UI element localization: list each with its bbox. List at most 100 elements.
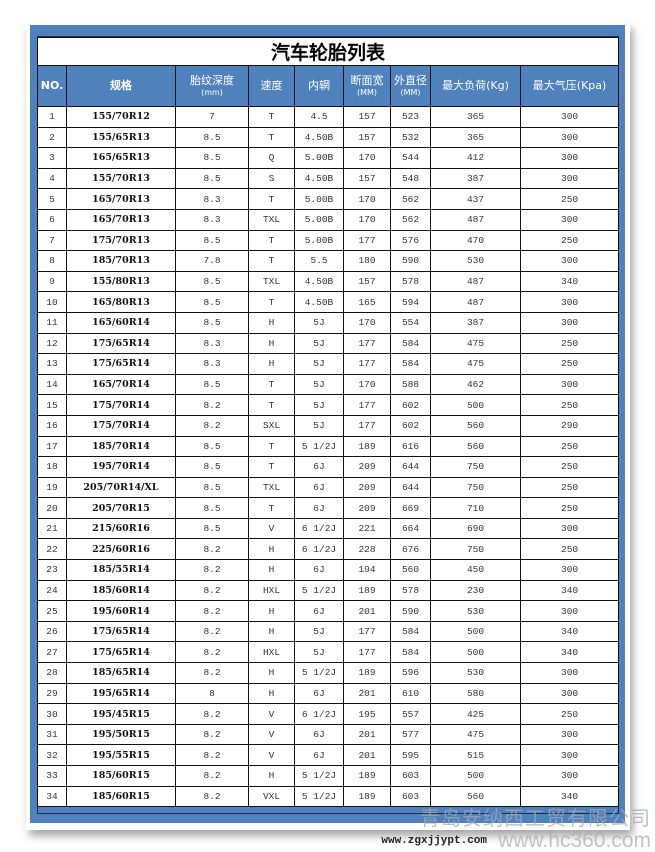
cell-max-load: 365: [430, 126, 521, 149]
table-row: 24 185/60R14 8.2 HXL 5 1/2J 189 578 230 340: [37, 579, 620, 602]
cell-outer-diameter: 544: [390, 147, 431, 169]
table-row: 32 195/55R15 8.2 V 6J 201 595 515 300: [37, 744, 620, 766]
table-row: 22 225/60R16 8.2 H 6 1/2J 228 676 750 250: [37, 538, 620, 561]
cell-spec: 225/60R16: [66, 538, 176, 561]
cell-max-pressure: 250: [519, 538, 620, 561]
cell-max-pressure: 250: [519, 476, 620, 499]
cell-rim: 6J: [294, 559, 344, 581]
header-unit: (MM): [400, 88, 421, 97]
table-row: 9 155/80R13 8.5 TXL 4.50B 157 578 487 340: [37, 270, 620, 293]
cell-max-pressure: 300: [519, 723, 620, 746]
cell-max-pressure: 250: [519, 353, 620, 375]
cell-max-load: 487: [430, 270, 521, 293]
cell-no: 12: [37, 332, 67, 355]
cell-max-load: 230: [430, 579, 521, 602]
cell-max-load: 750: [430, 538, 521, 561]
cell-spec: 185/65R14: [66, 662, 176, 684]
table-row: 6 165/70R13 8.3 TXL 5.00B 170 562 487 300: [37, 208, 620, 231]
cell-speed: HXL: [248, 641, 295, 664]
cell-max-load: 690: [430, 517, 521, 540]
cell-section-width: 189: [343, 785, 391, 808]
cell-section-width: 157: [343, 167, 391, 190]
cell-tread-depth: 8.2: [175, 579, 249, 602]
cell-outer-diameter: 557: [390, 703, 431, 725]
table-row: 26 175/65R14 8.2 H 5J 177 584 500 340: [37, 620, 620, 643]
header-label: 内辋: [308, 79, 330, 92]
cell-section-width: 157: [343, 126, 391, 149]
cell-rim: 5.00B: [294, 188, 344, 210]
table-row: 28 185/65R14 8.2 H 5 1/2J 189 596 530 300: [37, 662, 620, 684]
cell-outer-diameter: 577: [390, 723, 431, 746]
cell-spec: 165/65R13: [66, 147, 176, 169]
cell-rim: 6J: [294, 682, 344, 705]
cell-no: 16: [37, 414, 67, 437]
table-row: 3 165/65R13 8.5 Q 5.00B 170 544 412 300: [37, 147, 620, 169]
cell-no: 11: [37, 311, 67, 334]
cell-section-width: 189: [343, 579, 391, 602]
cell-max-pressure: 340: [519, 620, 620, 643]
cell-speed: TXL: [248, 270, 295, 293]
cell-speed: T: [248, 291, 295, 313]
cell-rim: 5 1/2J: [294, 765, 344, 787]
cell-rim: 5 1/2J: [294, 579, 344, 602]
cell-rim: 6J: [294, 476, 344, 499]
table-row: 14 165/70R14 8.5 T 5J 170 588 462 300: [37, 373, 620, 396]
cell-tread-depth: 8.3: [175, 188, 249, 210]
cell-max-load: 530: [430, 662, 521, 684]
cell-section-width: 209: [343, 456, 391, 478]
table-row: 11 165/60R14 8.5 H 5J 170 554 387 300: [37, 311, 620, 334]
cell-no: 30: [37, 703, 67, 725]
tire-table: 汽车轮胎列表 NO. 规格 胎纹深度 (mm) 速度 内辋 断面宽 (MM) 外直径 (MM) 最大…: [36, 37, 620, 808]
cell-section-width: 177: [343, 394, 391, 416]
cell-outer-diameter: 578: [390, 270, 431, 293]
header-label: 外直径: [394, 74, 427, 87]
cell-speed: T: [248, 456, 295, 478]
cell-rim: 5J: [294, 373, 344, 396]
cell-max-pressure: 300: [519, 208, 620, 231]
cell-section-width: 189: [343, 662, 391, 684]
cell-max-pressure: 300: [519, 167, 620, 190]
cell-speed: T: [248, 250, 295, 272]
cell-tread-depth: 8.2: [175, 394, 249, 416]
cell-speed: SXL: [248, 414, 295, 437]
cell-speed: S: [248, 167, 295, 190]
cell-max-pressure: 300: [519, 106, 620, 128]
cell-speed: H: [248, 332, 295, 355]
cell-no: 29: [37, 682, 67, 705]
header-label: 最大气压(Kpa): [532, 79, 607, 92]
cell-spec: 175/65R14: [66, 353, 176, 375]
header-tread-depth: 胎纹深度 (mm): [175, 65, 249, 107]
cell-section-width: 201: [343, 600, 391, 622]
cell-spec: 155/65R13: [66, 126, 176, 149]
cell-rim: 4.50B: [294, 270, 344, 293]
cell-max-pressure: 300: [519, 126, 620, 149]
cell-section-width: 221: [343, 517, 391, 540]
cell-speed: V: [248, 723, 295, 746]
cell-tread-depth: 8.5: [175, 291, 249, 313]
cell-tread-depth: 8.5: [175, 167, 249, 190]
header-speed: 速度: [248, 65, 295, 107]
cell-max-pressure: 250: [519, 497, 620, 519]
cell-section-width: 157: [343, 106, 391, 128]
cell-spec: 195/65R14: [66, 682, 176, 705]
cell-speed: H: [248, 311, 295, 334]
cell-tread-depth: 8.2: [175, 703, 249, 725]
cell-tread-depth: 8.5: [175, 126, 249, 149]
cell-no: 3: [37, 147, 67, 169]
cell-speed: V: [248, 744, 295, 766]
table-row: 30 195/45R15 8.2 V 6 1/2J 195 557 425 250: [37, 703, 620, 725]
cell-speed: H: [248, 682, 295, 705]
header-unit: (MM): [356, 88, 378, 97]
table-row: 21 215/60R16 8.5 V 6 1/2J 221 664 690 300: [37, 517, 620, 540]
cell-max-pressure: 300: [519, 744, 620, 766]
cell-speed: H: [248, 600, 295, 622]
cell-rim: 4.50B: [294, 167, 344, 190]
cell-max-load: 475: [430, 353, 521, 375]
cell-no: 4: [37, 167, 67, 190]
cell-section-width: 177: [343, 332, 391, 355]
table-row: 16 175/70R14 8.2 SXL 5J 177 602 560 290: [37, 414, 620, 437]
cell-spec: 195/50R15: [66, 723, 176, 746]
cell-tread-depth: 8.5: [175, 456, 249, 478]
header-label: NO.: [40, 79, 64, 92]
cell-tread-depth: 8.5: [175, 229, 249, 252]
